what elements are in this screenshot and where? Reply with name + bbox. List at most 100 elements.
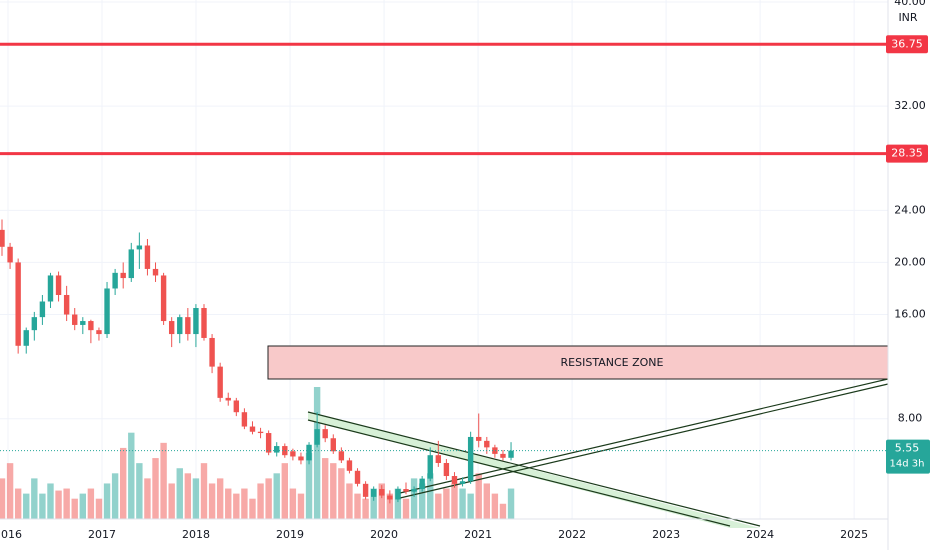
candle-body [346, 460, 353, 471]
volume-bar [418, 483, 426, 519]
candle-body [387, 495, 393, 500]
level-label: 36.75 [891, 37, 923, 50]
candle-body [411, 489, 417, 492]
volume-bar [322, 458, 329, 519]
candle-body [467, 436, 474, 482]
last-price-badge [886, 439, 930, 474]
x-tick-label: 2022 [558, 528, 586, 541]
volume-bar [176, 468, 183, 519]
candle-body [395, 489, 401, 500]
resistance-zone [267, 345, 889, 380]
volume-bar [281, 463, 288, 519]
last-price-label: 5.55 [895, 442, 920, 455]
volume-bar [499, 503, 507, 519]
volume-bar [265, 478, 272, 519]
candle-body [225, 397, 231, 401]
candle-body [72, 314, 78, 325]
volume-bar [370, 488, 377, 519]
volume-bar [111, 473, 119, 519]
volume-bar [39, 493, 46, 519]
candle-body [330, 438, 336, 452]
volume-bar [184, 473, 192, 519]
candle-body [209, 337, 215, 367]
volume-bar [128, 432, 135, 519]
candle-body [419, 478, 425, 490]
volume-bar [233, 493, 240, 519]
candle-body [265, 433, 272, 453]
candle-body [47, 275, 54, 302]
volume-bar [362, 498, 369, 519]
candle-body [233, 400, 240, 413]
volume-bar [475, 473, 482, 519]
volume-bar [63, 488, 70, 519]
candle-body [193, 308, 199, 335]
candle-body [217, 366, 223, 398]
level-badge [886, 144, 928, 163]
y-tick-label: 16.00 [894, 308, 926, 321]
volume-bar [120, 447, 127, 519]
y-tick-label: 32.00 [894, 99, 926, 112]
candle-body [0, 229, 5, 247]
y-tick-label: 8.00 [898, 412, 923, 425]
candle-body [80, 321, 86, 325]
x-tick-label: 2018 [182, 528, 210, 541]
annotation: RESISTANCE ZONE [561, 356, 664, 369]
candle-body [370, 489, 377, 497]
candle-body [152, 268, 159, 276]
trend-line [307, 419, 731, 527]
candle-body [136, 245, 143, 250]
trend-line [399, 383, 889, 499]
candle-body [241, 412, 248, 427]
volume-bar [451, 483, 458, 519]
volume-bar [144, 478, 151, 519]
volume-bar [435, 493, 442, 519]
candle-body [306, 444, 312, 461]
candle-body [15, 262, 21, 346]
candle-body [168, 321, 175, 335]
candle-body [298, 456, 304, 461]
candle-body [23, 330, 29, 346]
candle-body [88, 321, 94, 331]
x-tick-label: 2020 [370, 528, 398, 541]
level-label: 28.35 [891, 147, 923, 160]
volume-pane [0, 387, 515, 519]
candle-body [459, 481, 466, 484]
volume-bar [103, 483, 111, 519]
x-tick-label: 2023 [652, 528, 680, 541]
countdown: 14d 3h [890, 459, 925, 470]
candle-body [476, 436, 482, 441]
candle-body [290, 451, 296, 457]
candle-body [362, 483, 369, 497]
volume-bar [87, 488, 95, 519]
volume-bar [216, 478, 224, 519]
volume-bar [386, 493, 394, 519]
volume-bar [491, 493, 499, 519]
currency: INR [898, 11, 917, 24]
volume-bar [410, 478, 418, 519]
candle-body [31, 317, 38, 331]
candle-body [451, 476, 458, 484]
y-tick-label: 40.00 [894, 0, 926, 8]
candle-body [435, 455, 442, 463]
volume-bar [168, 483, 175, 519]
candle-body [96, 330, 102, 335]
candle-body [39, 301, 46, 318]
x-tick-label: 2021 [464, 528, 492, 541]
overlays [0, 42, 888, 452]
volume-bar [273, 473, 280, 519]
candle-body [185, 317, 191, 335]
volume-bar [354, 493, 361, 519]
volume-bar [483, 483, 490, 519]
candle-body [443, 462, 450, 477]
volume-bar [95, 498, 103, 519]
volume-bar [443, 488, 450, 519]
volume-bar [55, 490, 62, 519]
level-badge [886, 35, 928, 54]
candle-body [403, 489, 409, 492]
candle-body [160, 275, 167, 322]
volume-bar [330, 463, 337, 519]
trend-line [399, 378, 889, 494]
volume-bar [6, 463, 14, 519]
candle-body [282, 446, 288, 456]
candle-body [314, 429, 320, 445]
